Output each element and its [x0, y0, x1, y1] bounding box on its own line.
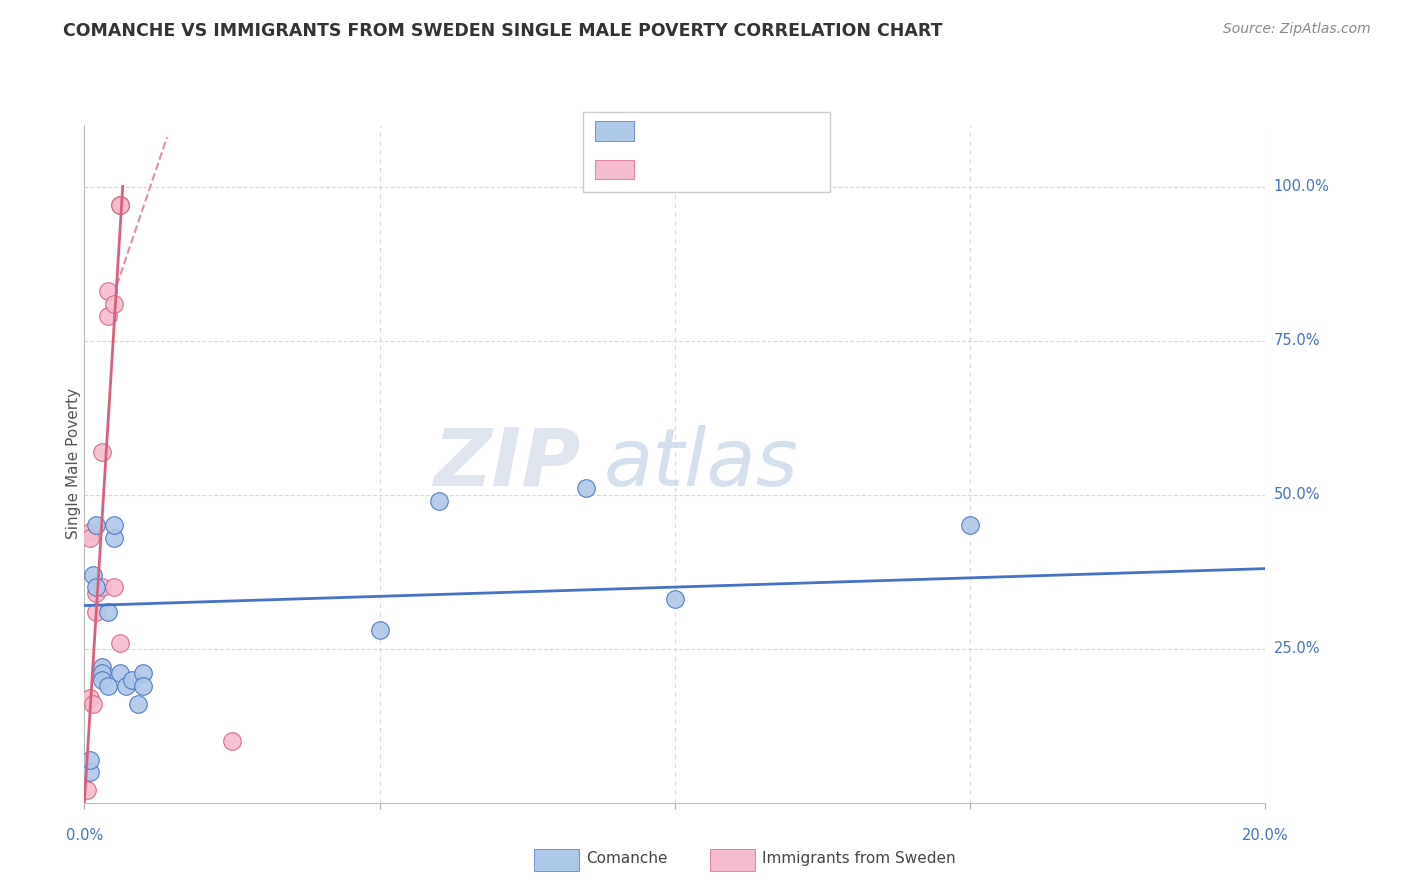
Point: [91, 580, 114, 594]
Point: [127, 697, 149, 711]
Text: 100.0%: 100.0%: [1274, 179, 1330, 194]
Point: [132, 666, 155, 681]
Point: [103, 580, 125, 594]
Point: [91, 444, 114, 458]
Point: [108, 198, 131, 212]
Point: [575, 482, 598, 496]
Text: 0.0%: 0.0%: [66, 828, 103, 843]
Point: [84, 580, 107, 594]
Text: 50.0%: 50.0%: [1274, 487, 1320, 502]
Text: R = 0.088: R = 0.088: [645, 124, 733, 138]
Point: [108, 198, 131, 212]
Point: [103, 531, 125, 545]
Point: [82, 567, 104, 582]
Text: Comanche: Comanche: [586, 851, 668, 865]
Point: [132, 679, 155, 693]
Point: [97, 679, 120, 693]
Text: Immigrants from Sweden: Immigrants from Sweden: [762, 851, 956, 865]
Point: [82, 697, 104, 711]
Point: [97, 309, 120, 323]
Point: [108, 666, 131, 681]
Point: [103, 296, 125, 310]
Text: ZIP: ZIP: [433, 425, 581, 503]
Point: [91, 660, 114, 674]
Y-axis label: Single Male Poverty: Single Male Poverty: [66, 388, 80, 540]
Point: [427, 493, 450, 508]
Text: 20.0%: 20.0%: [1241, 828, 1289, 843]
Point: [91, 673, 114, 687]
Point: [368, 624, 391, 638]
Text: R = 0.643: R = 0.643: [645, 162, 733, 177]
Point: [79, 524, 101, 539]
Point: [84, 586, 107, 600]
Point: [79, 691, 101, 706]
Text: 25.0%: 25.0%: [1274, 641, 1320, 657]
Point: [84, 605, 107, 619]
Point: [114, 679, 136, 693]
Point: [91, 666, 114, 681]
Point: [959, 518, 981, 533]
Point: [103, 518, 125, 533]
Point: [79, 764, 101, 779]
Text: 75.0%: 75.0%: [1274, 333, 1320, 348]
Text: Source: ZipAtlas.com: Source: ZipAtlas.com: [1223, 22, 1371, 37]
Point: [76, 783, 98, 797]
Point: [97, 605, 120, 619]
Point: [79, 531, 101, 545]
Text: N = 23: N = 23: [740, 124, 800, 138]
Text: N = 17: N = 17: [740, 162, 800, 177]
Point: [664, 592, 686, 607]
Text: COMANCHE VS IMMIGRANTS FROM SWEDEN SINGLE MALE POVERTY CORRELATION CHART: COMANCHE VS IMMIGRANTS FROM SWEDEN SINGL…: [63, 22, 943, 40]
Point: [108, 635, 131, 649]
Text: atlas: atlas: [605, 425, 799, 503]
Point: [97, 285, 120, 299]
Point: [84, 518, 107, 533]
Point: [121, 673, 143, 687]
Point: [221, 734, 243, 748]
Point: [79, 753, 101, 767]
